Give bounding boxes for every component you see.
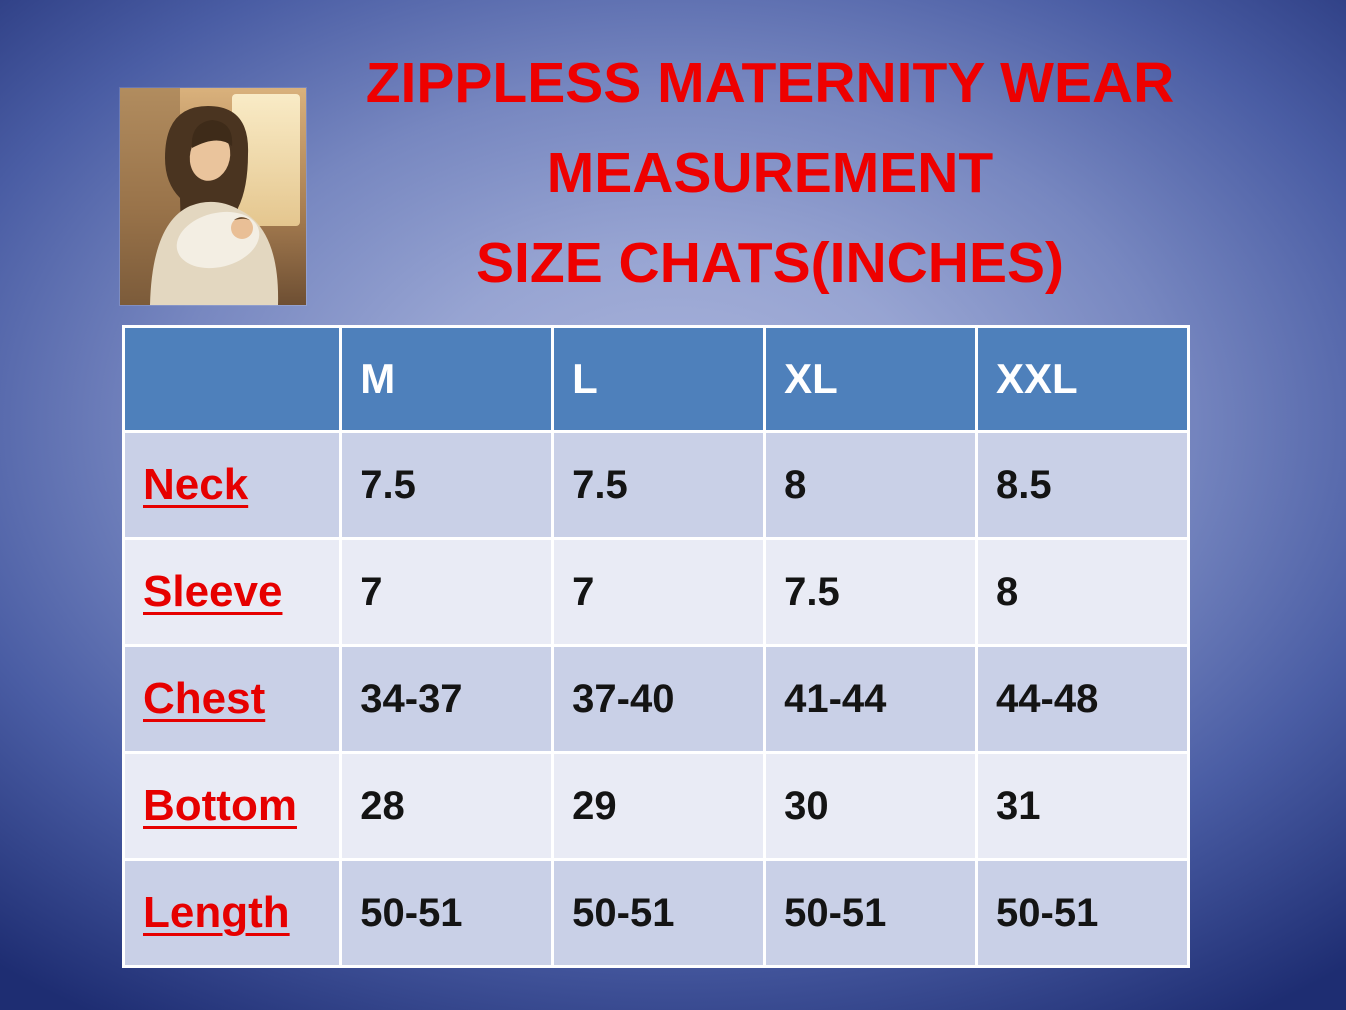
row-label-bottom: Bottom (121, 751, 343, 861)
col-header-m: M (339, 325, 555, 433)
title-line-1: ZIPPLESS MATERNITY WEAR (365, 51, 1175, 115)
table-row-bottom: Bottom 28 29 30 31 (121, 751, 1190, 861)
cell-length-m: 50-51 (339, 858, 555, 968)
cell-bottom-xl: 30 (763, 751, 979, 861)
page-title: ZIPPLESS MATERNITY WEAR MEASUREMENT SIZE… (308, 38, 1232, 308)
col-header-xxl: XXL (975, 325, 1190, 433)
row-label-chest: Chest (121, 644, 343, 754)
title-line-2: MEASUREMENT (546, 141, 994, 205)
col-header-l: L (551, 325, 767, 433)
size-chart-table: M L XL XXL Neck 7.5 7.5 8 8.5 Sleeve 7 7… (121, 325, 1190, 968)
cell-chest-m: 34-37 (339, 644, 555, 754)
cell-neck-m: 7.5 (339, 430, 555, 540)
corner-cell (121, 325, 343, 433)
cell-bottom-l: 29 (551, 751, 767, 861)
cell-length-l: 50-51 (551, 858, 767, 968)
cell-neck-l: 7.5 (551, 430, 767, 540)
row-label-neck: Neck (121, 430, 343, 540)
cell-sleeve-xl: 7.5 (763, 537, 979, 647)
table-row-sleeve: Sleeve 7 7 7.5 8 (121, 537, 1190, 647)
table-row-neck: Neck 7.5 7.5 8 8.5 (121, 430, 1190, 540)
mother-baby-photo (120, 88, 306, 305)
cell-neck-xxl: 8.5 (975, 430, 1190, 540)
title-line-3: SIZE CHATS(INCHES) (476, 231, 1064, 295)
table-row-chest: Chest 34-37 37-40 41-44 44-48 (121, 644, 1190, 754)
row-label-sleeve: Sleeve (121, 537, 343, 647)
table-row-length: Length 50-51 50-51 50-51 50-51 (121, 858, 1190, 968)
cell-sleeve-xxl: 8 (975, 537, 1190, 647)
mother-baby-photo-illustration (120, 88, 306, 305)
row-label-length: Length (121, 858, 343, 968)
cell-chest-xxl: 44-48 (975, 644, 1190, 754)
cell-length-xl: 50-51 (763, 858, 979, 968)
cell-length-xxl: 50-51 (975, 858, 1190, 968)
header-row: M L XL XXL (121, 325, 1190, 433)
cell-chest-l: 37-40 (551, 644, 767, 754)
cell-chest-xl: 41-44 (763, 644, 979, 754)
cell-sleeve-m: 7 (339, 537, 555, 647)
cell-bottom-xxl: 31 (975, 751, 1190, 861)
cell-bottom-m: 28 (339, 751, 555, 861)
col-header-xl: XL (763, 325, 979, 433)
cell-sleeve-l: 7 (551, 537, 767, 647)
cell-neck-xl: 8 (763, 430, 979, 540)
